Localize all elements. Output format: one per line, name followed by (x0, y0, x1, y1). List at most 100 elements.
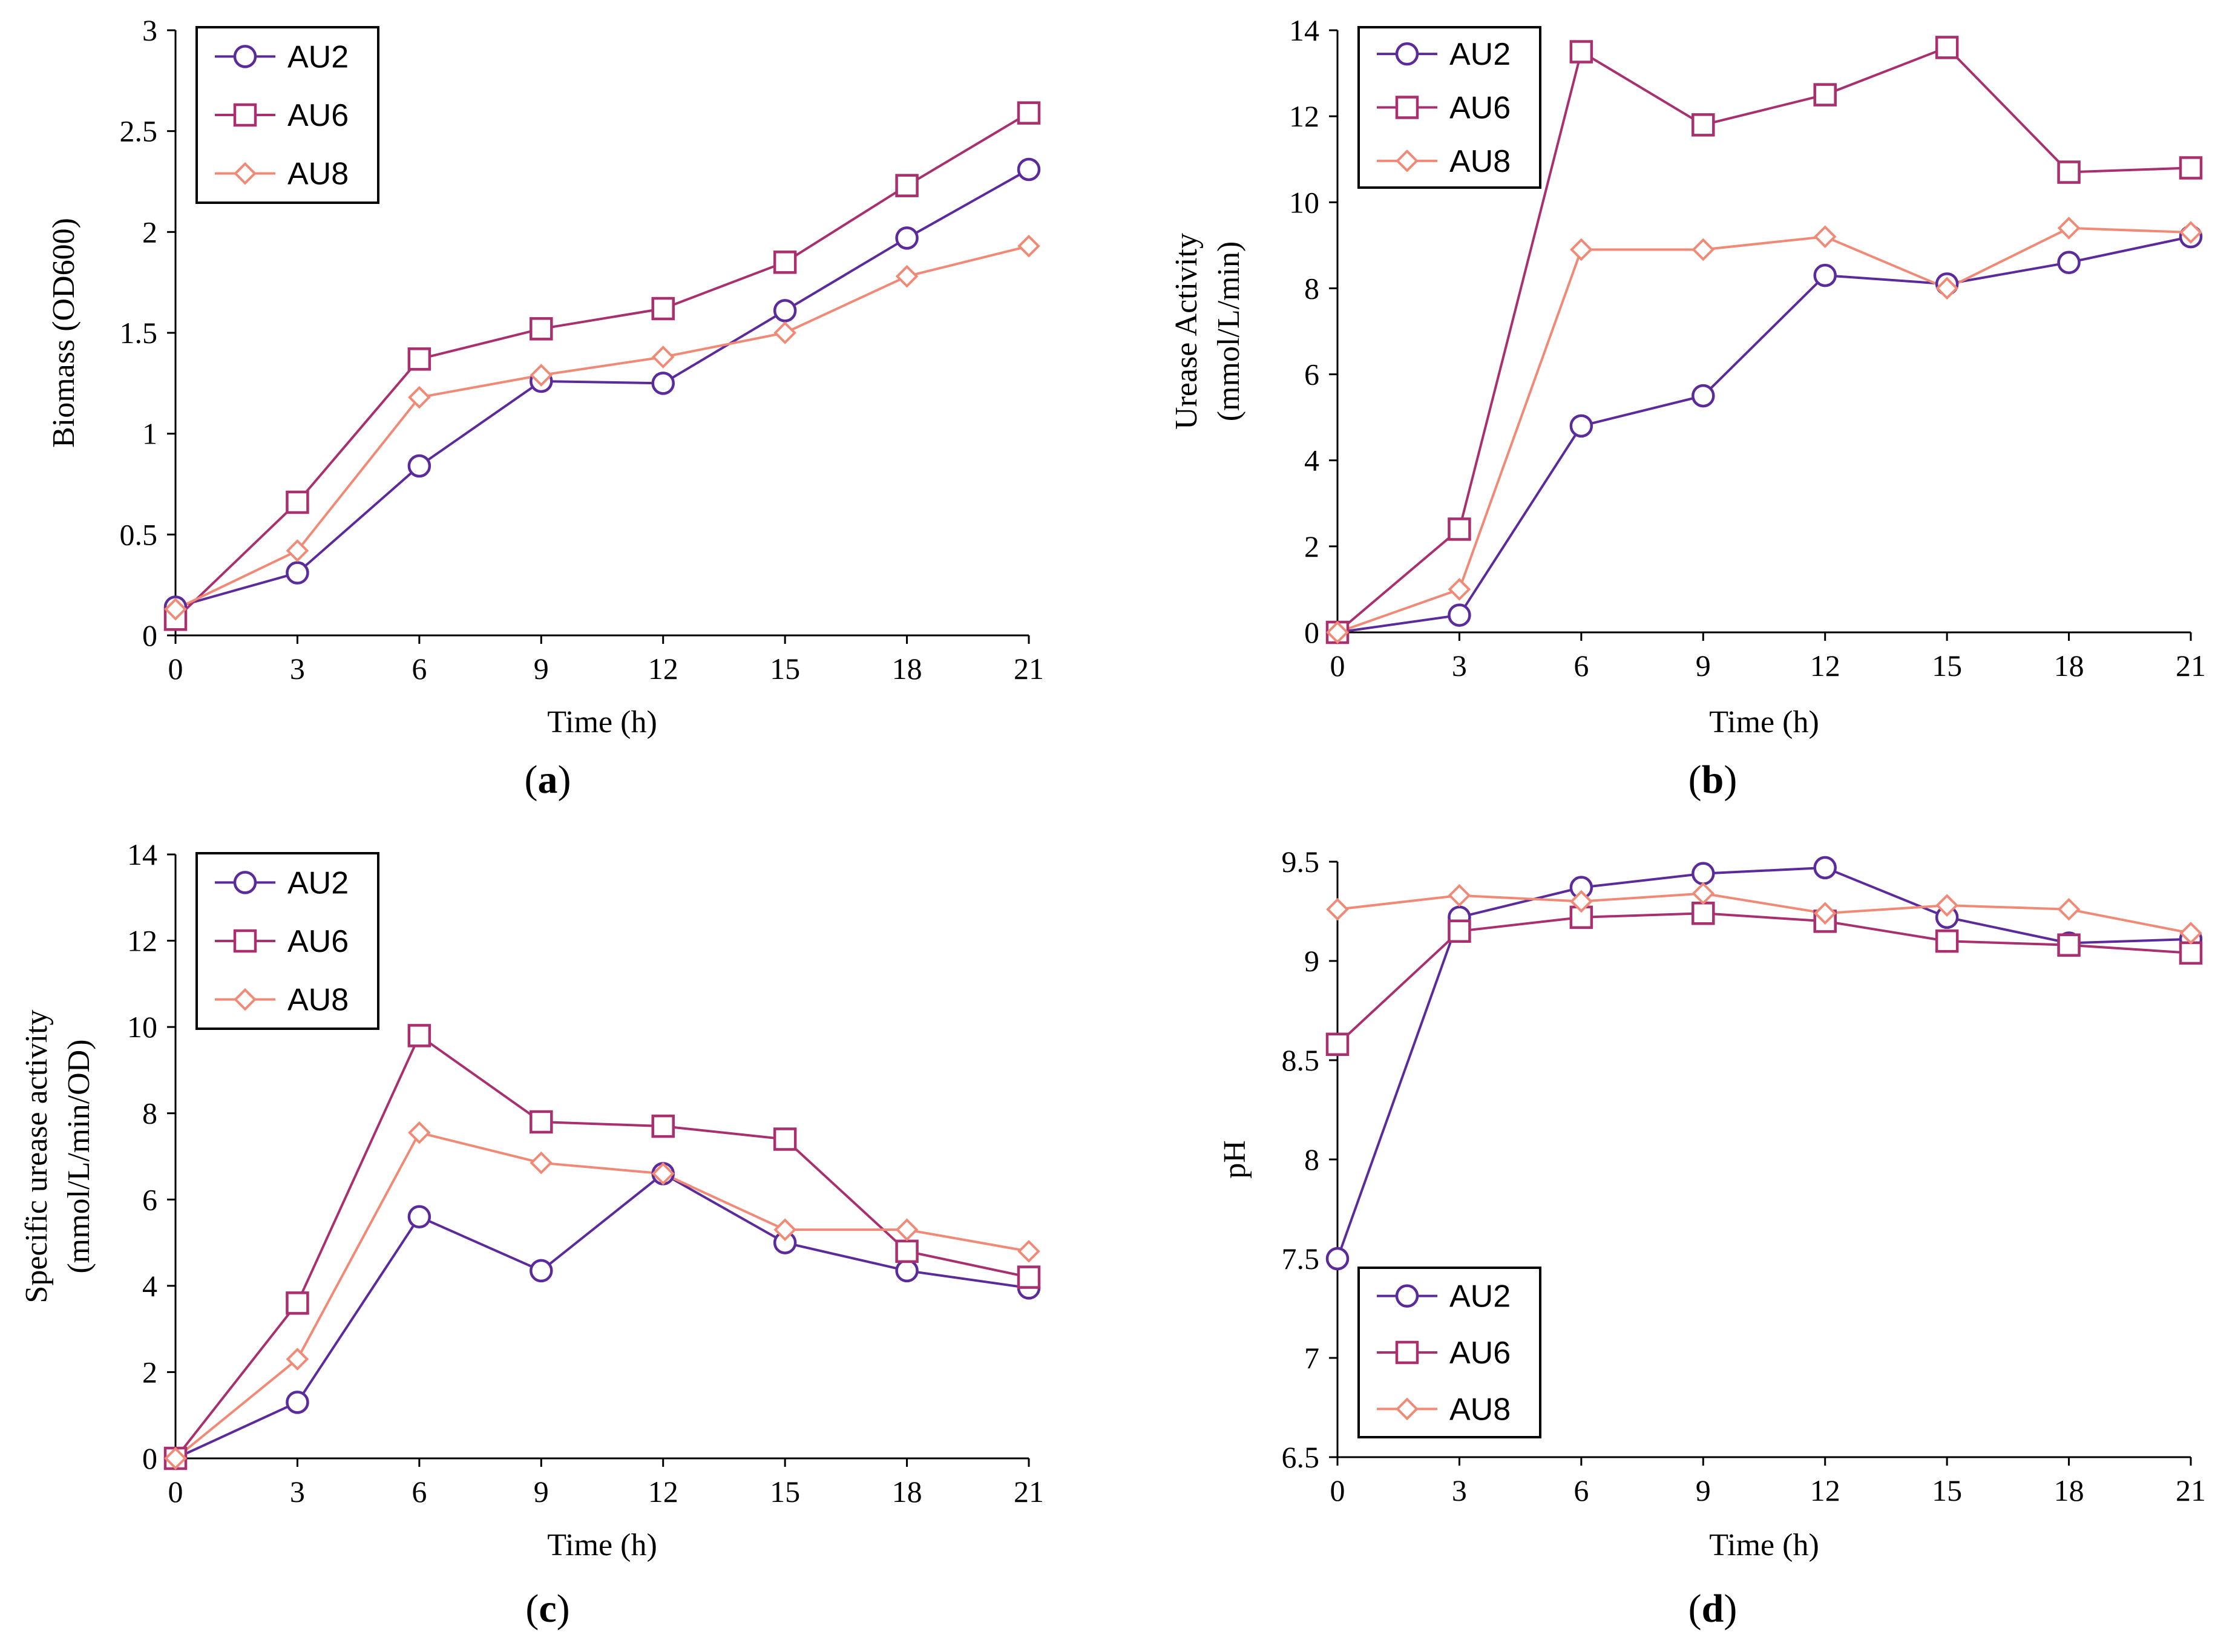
legend-marker-au8 (1396, 149, 1419, 172)
x-tick-label: 0 (168, 652, 183, 686)
legend-marker-au6 (233, 103, 257, 127)
x-tick-label: 21 (2176, 649, 2206, 683)
data-point-au2 (1017, 157, 1041, 182)
x-tick-label: 15 (770, 1475, 800, 1509)
legend-label-au2: AU2 (1449, 1279, 1511, 1314)
series-line-au2 (1337, 235, 2191, 634)
data-point-au8 (1326, 897, 1349, 921)
x-tick-label: 3 (290, 652, 305, 686)
legend-label-au8: AU8 (1449, 144, 1511, 179)
y-axis-title: Biomass (OD600) (47, 218, 81, 448)
data-point-au8 (286, 539, 309, 562)
x-tick-label: 15 (770, 652, 800, 686)
series-line-au6 (1336, 46, 2191, 634)
y-tick-label: 2 (142, 1355, 157, 1389)
legend-marker-au6 (233, 929, 257, 953)
y-tick-label: 9 (1304, 944, 1319, 978)
data-point-au6 (1935, 36, 1959, 59)
panel-label: (d) (1688, 1587, 1738, 1631)
legend-label-au8: AU8 (287, 157, 349, 192)
data-point-au6 (407, 1024, 432, 1047)
legend-marker-au8 (1396, 1397, 1419, 1421)
y-tick-label: 4 (1304, 444, 1319, 477)
x-tick-label: 12 (1810, 649, 1840, 683)
legend-marker-au6 (1395, 96, 1419, 119)
legend: AU2 AU6 AU8 (195, 852, 379, 1030)
data-point-au8 (1813, 902, 1837, 925)
series-line-au6 (174, 1034, 1029, 1460)
data-point-au8 (1935, 894, 1958, 917)
x-tick-label: 0 (168, 1475, 183, 1509)
x-tick-label: 15 (1932, 1473, 1962, 1507)
data-point-au8 (530, 364, 553, 387)
data-point-au2 (773, 299, 797, 323)
x-axis-title: Time (h) (547, 1528, 657, 1562)
x-tick-label: 6 (412, 652, 427, 686)
x-axis-title: Time (h) (1709, 1528, 1819, 1562)
series-line-au8 (1337, 892, 2191, 935)
data-point-au2 (1813, 856, 1837, 880)
x-tick-label: 9 (1696, 1473, 1711, 1507)
data-point-au8 (1570, 238, 1593, 261)
y-tick-label: 10 (127, 1010, 157, 1044)
legend-marker-au8 (234, 162, 257, 185)
data-point-au6 (1017, 1265, 1041, 1289)
legend-marker-au2 (1395, 1284, 1419, 1308)
data-point-au6 (895, 174, 919, 197)
legend-marker-au2 (233, 871, 257, 894)
data-point-au6 (530, 317, 553, 341)
panel-c: 0 3 6 9 12 15 18 21 0 2 4 6 8 10 12 14 Time (h) Specific … (19, 837, 1044, 1631)
series-line-au2 (175, 1172, 1029, 1460)
legend-marker-au6 (1395, 1340, 1419, 1365)
y-tick-label: 6.5 (1282, 1440, 1320, 1474)
y-tick-label: 10 (1289, 185, 1319, 219)
series-line-au2 (175, 168, 1029, 609)
x-tick-label: 3 (1452, 1473, 1467, 1507)
y-tick-label: 7 (1304, 1341, 1319, 1375)
data-point-au6 (773, 1127, 797, 1151)
data-point-au8 (408, 1121, 431, 1144)
data-point-au2 (407, 454, 432, 478)
legend: AU2 AU6 AU8 (1357, 26, 1541, 189)
data-point-au6 (407, 347, 432, 371)
y-tick-label: 0.5 (120, 517, 158, 551)
x-tick-label: 0 (1330, 649, 1345, 683)
data-point-au8 (1017, 234, 1040, 258)
data-point-au8 (1326, 621, 1349, 644)
legend-marker-au2 (1395, 42, 1419, 66)
y-tick-label: 14 (127, 837, 157, 871)
y-axis-title: Urease Activity (1169, 233, 1204, 430)
legend-label-au8: AU8 (287, 983, 349, 1018)
y-tick-label: 2.5 (120, 114, 158, 148)
x-tick-label: 21 (2176, 1473, 2206, 1507)
y-tick-label: 6 (142, 1182, 157, 1216)
x-axis-title: Time (h) (1709, 705, 1819, 739)
x-axis-title: Time (h) (547, 705, 657, 739)
data-point-au8 (773, 1218, 796, 1242)
data-point-au2 (1569, 414, 1593, 438)
x-tick-label: 12 (648, 1475, 678, 1509)
series-line-au6 (174, 111, 1030, 620)
data-point-au8 (408, 385, 431, 409)
legend-label-au2: AU2 (1449, 37, 1511, 72)
x-tick-label: 18 (892, 652, 922, 686)
data-point-au6 (651, 297, 675, 321)
data-point-au2 (895, 226, 919, 250)
y-tick-label: 2 (142, 215, 157, 249)
x-tick-label: 18 (2054, 649, 2084, 683)
y-tick-label: 8.5 (1282, 1043, 1320, 1077)
data-point-au8 (2179, 922, 2202, 945)
x-tick-label: 9 (1696, 649, 1711, 683)
y-axis-title: (mmol/L/min) (1212, 241, 1246, 422)
x-tick-label: 18 (2054, 1473, 2084, 1507)
series-line-au2 (1336, 866, 2191, 1259)
data-point-au6 (895, 1239, 919, 1264)
x-tick-label: 15 (1932, 649, 1962, 683)
y-tick-label: 0 (142, 1441, 157, 1475)
x-tick-label: 21 (1014, 652, 1044, 686)
data-point-au6 (1325, 1032, 1350, 1057)
data-point-au8 (2057, 217, 2081, 240)
data-point-au6 (651, 1114, 675, 1138)
data-point-au8 (895, 264, 919, 288)
